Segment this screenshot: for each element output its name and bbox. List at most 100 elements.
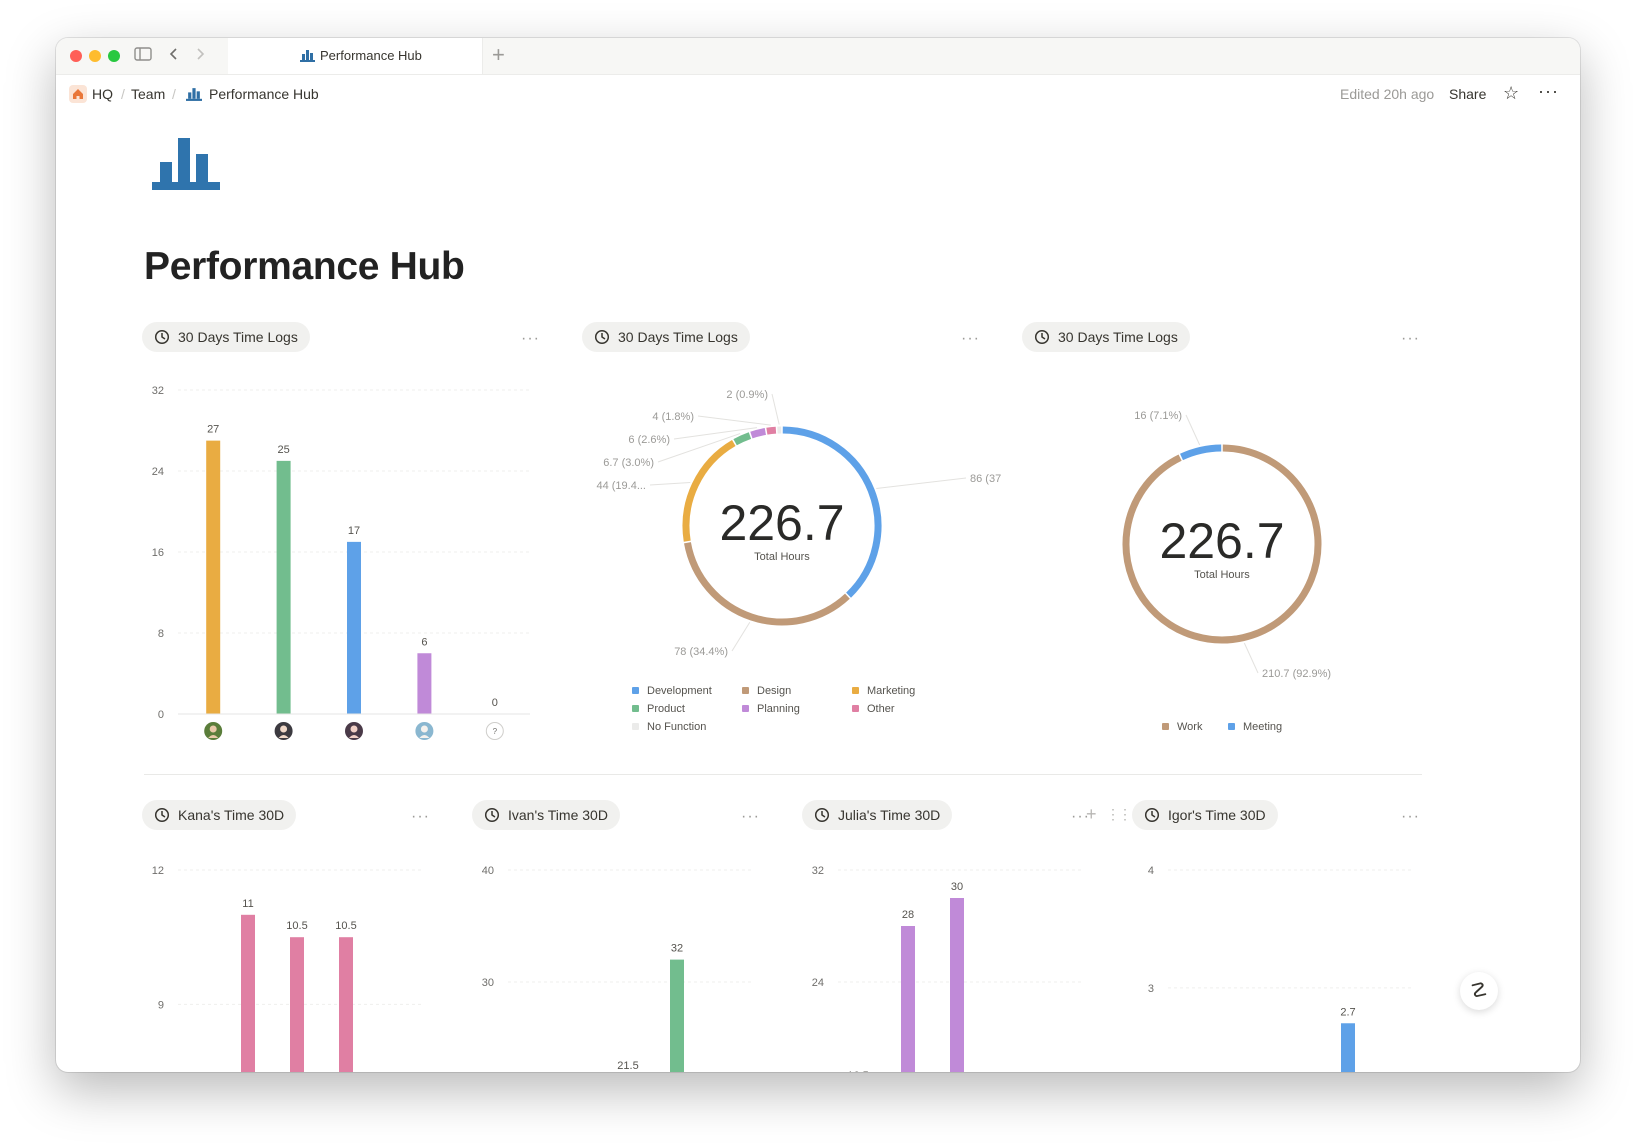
widget-title-chip[interactable]: Ivan's Time 30D (472, 800, 620, 830)
breadcrumb-hq[interactable]: HQ (92, 86, 113, 102)
new-tab-icon[interactable]: + (492, 42, 505, 67)
widget-title-chip[interactable]: 30 Days Time Logs (582, 322, 750, 352)
star-icon[interactable]: ☆ (1503, 83, 1520, 103)
legend-label[interactable]: Work (1177, 721, 1203, 733)
widget-more-icon[interactable]: ··· (1071, 808, 1090, 825)
bar[interactable] (339, 937, 353, 1072)
donut-slice[interactable] (782, 426, 882, 598)
avatar-face (280, 725, 288, 733)
avatar-body (349, 735, 359, 738)
y-tick-label: 4 (1148, 865, 1154, 877)
y-tick-label: 24 (812, 977, 824, 989)
widget-title: Kana's Time 30D (178, 807, 285, 823)
share-button[interactable]: Share (1449, 86, 1487, 102)
slice-value-label: 6 (2.6%) (628, 434, 670, 446)
widget-more-icon[interactable]: ··· (961, 330, 980, 347)
bar[interactable] (901, 926, 915, 1072)
legend-label[interactable]: Planning (757, 703, 800, 715)
bar-chart-icon (300, 50, 315, 62)
clock-icon (154, 807, 170, 823)
tab-performance-hub[interactable]: Performance Hub (228, 38, 483, 74)
legend-swatch (742, 705, 749, 712)
y-tick-label: 8 (158, 628, 164, 640)
add-block-icon[interactable]: + (1086, 804, 1097, 824)
donut-slice[interactable] (1180, 444, 1222, 461)
legend-label[interactable]: Marketing (867, 685, 915, 697)
legend-label[interactable]: Other (867, 703, 895, 715)
slice-leader-line (657, 433, 741, 463)
home-icon (69, 85, 87, 103)
widget-title-chip[interactable]: Julia's Time 30D (802, 800, 953, 830)
bar-value-label: 0 (492, 697, 498, 709)
donut-slice[interactable] (1122, 444, 1322, 644)
zoom-window-button[interactable] (108, 50, 120, 62)
widget-more-icon[interactable]: ··· (411, 808, 430, 825)
bar-value-label: 28 (902, 909, 914, 921)
widget-title-chip[interactable]: Kana's Time 30D (142, 800, 297, 830)
breadcrumb-team[interactable]: Team (131, 86, 166, 102)
legend-label[interactable]: Product (647, 703, 685, 715)
legend-label[interactable]: No Function (647, 721, 706, 733)
legend-label[interactable]: Meeting (1243, 721, 1282, 733)
donut-slice[interactable] (750, 428, 767, 439)
breadcrumb: HQ / Team / Performance Hub Edited 20h a… (56, 74, 1580, 114)
forward-icon[interactable] (194, 46, 206, 68)
donut-slice[interactable] (682, 439, 736, 542)
legend-label[interactable]: Design (757, 685, 791, 697)
close-window-button[interactable] (70, 50, 82, 62)
legend-swatch (742, 687, 749, 694)
y-tick-label: 24 (152, 466, 164, 478)
bar[interactable] (347, 541, 361, 714)
y-tick-label: 3 (1148, 983, 1154, 995)
unknown-avatar[interactable] (485, 722, 504, 740)
slice-value-label: 4 (1.8%) (652, 411, 694, 423)
bar[interactable] (1341, 1023, 1355, 1072)
widget-title-chip[interactable]: Igor's Time 30D (1132, 800, 1278, 830)
widget-title-chip[interactable]: 30 Days Time Logs (1022, 322, 1190, 352)
bar-value-label: 6 (421, 636, 427, 648)
sidebar-toggle-icon[interactable] (134, 46, 152, 68)
y-tick-label: 40 (482, 865, 494, 877)
widget-more-icon[interactable]: ··· (1401, 330, 1420, 347)
assistant-button[interactable]: ☡ (1460, 972, 1498, 1010)
bar[interactable] (950, 898, 964, 1072)
widget-title-chip[interactable]: 30 Days Time Logs (142, 322, 310, 352)
kana-time-bar-chart: 9 12 11 10.5 10.5 (152, 865, 422, 1072)
bar[interactable] (276, 460, 291, 714)
bar-value-label: 27 (207, 424, 219, 436)
widget-more-icon[interactable]: ··· (1401, 808, 1420, 825)
donut-total-value: 226.7 (1159, 513, 1284, 569)
back-icon[interactable] (168, 46, 180, 68)
donut-slice[interactable] (766, 426, 777, 435)
bar[interactable] (417, 653, 432, 714)
bar[interactable] (241, 914, 255, 1072)
widget-more-icon[interactable]: ··· (741, 808, 760, 825)
donut-slice[interactable] (684, 542, 850, 626)
legend-label[interactable]: Development (647, 685, 712, 697)
breadcrumb-performance-hub[interactable]: Performance Hub (209, 86, 319, 102)
legend-swatch (852, 705, 859, 712)
bar[interactable] (670, 959, 684, 1072)
donut-slice[interactable] (733, 432, 752, 446)
slice-leader-line (673, 427, 758, 440)
bar[interactable] (206, 440, 221, 714)
widget-title: Ivan's Time 30D (508, 807, 608, 823)
minimize-window-button[interactable] (89, 50, 101, 62)
bar[interactable] (290, 937, 304, 1072)
y-tick-label: 9 (158, 999, 164, 1011)
function-donut-chart: 86 (37.9... 78 (34.4%) 44 (19.4... 6.7 (3.0… (596, 389, 1002, 733)
slice-value-label: 78 (34.4%) (674, 646, 728, 658)
slice-leader-line (649, 482, 691, 486)
avatar-face (209, 725, 217, 733)
widget-more-icon[interactable]: ··· (521, 330, 540, 347)
y-tick-label: 0 (158, 709, 164, 721)
page-bar-chart-icon[interactable] (152, 138, 220, 190)
more-options-icon[interactable]: ··· (1538, 81, 1559, 101)
widget-title: Igor's Time 30D (1168, 807, 1266, 823)
clock-icon (594, 329, 610, 345)
legend-swatch (1228, 723, 1235, 730)
slice-leader-line (697, 415, 771, 426)
slice-value-label: 2 (0.9%) (726, 389, 768, 401)
drag-handle-icon[interactable]: ⋮⋮ (1106, 806, 1132, 822)
avatar-body (208, 735, 219, 738)
